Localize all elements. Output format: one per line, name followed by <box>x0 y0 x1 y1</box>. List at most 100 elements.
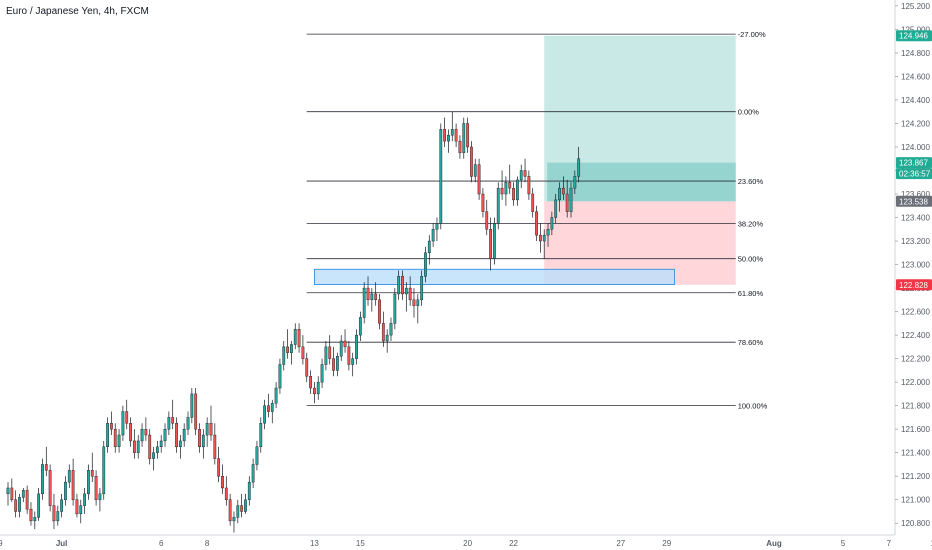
price-badge-label: 122.828 <box>899 281 928 290</box>
candle-body <box>194 393 198 430</box>
candle-body <box>328 346 332 359</box>
candle-body <box>297 329 301 348</box>
price-badge-label: 123.867 <box>899 159 928 168</box>
candle-body <box>244 499 247 512</box>
fib-level-label: 61.80% <box>738 289 764 298</box>
candle-body <box>500 187 504 195</box>
fib-level-label: 23.60% <box>738 177 764 186</box>
candle-body <box>201 434 205 448</box>
x-tick-label: 22 <box>509 539 518 548</box>
candle-body <box>159 440 163 448</box>
candle-body <box>79 505 83 515</box>
y-tick-label: 121.200 <box>901 472 930 481</box>
x-tick-label: 13 <box>310 539 319 548</box>
candle-body <box>450 129 454 136</box>
candle-body <box>83 493 86 506</box>
candle-body <box>98 493 102 500</box>
candle-body <box>178 440 182 448</box>
y-tick-label: 123.600 <box>901 190 930 199</box>
candle-body <box>374 293 378 301</box>
candle-body <box>44 464 48 471</box>
candle-body <box>282 346 286 365</box>
candle-body <box>175 423 178 448</box>
candle-body <box>335 356 339 371</box>
candle-body <box>378 299 381 324</box>
candle-body <box>60 499 64 512</box>
symbol-title: Euro / Japanese Yen, 4h, FXCM <box>6 6 149 17</box>
candle-body <box>94 476 98 500</box>
y-tick-label: 121.600 <box>901 425 930 434</box>
candle-body <box>64 481 67 500</box>
candle-body <box>347 346 351 365</box>
candle-body <box>523 170 527 177</box>
price-badge-label: 02:36:57 <box>899 170 931 179</box>
candle-body <box>466 123 469 148</box>
position-zones <box>544 35 736 285</box>
price-badge-label: 124.946 <box>899 32 928 41</box>
candle-body <box>420 276 424 301</box>
y-tick-label: 123.400 <box>901 214 930 223</box>
candle-body <box>155 446 159 453</box>
y-tick-label: 125.200 <box>901 2 930 11</box>
candle-body <box>508 182 512 189</box>
fib-level-label: 38.20% <box>738 219 764 228</box>
candle-body <box>290 344 293 353</box>
x-tick-label: 27 <box>616 539 625 548</box>
candlestick-series <box>6 111 581 533</box>
candle-body <box>519 170 523 181</box>
candle-body <box>366 287 370 301</box>
y-tick-label: 125.000 <box>901 25 930 34</box>
y-tick-label: 123.000 <box>901 261 930 270</box>
candle-body <box>542 234 546 242</box>
fib-level-label: 100.00% <box>738 402 768 411</box>
candle-body <box>351 358 355 365</box>
candle-body <box>512 187 515 201</box>
candle-body <box>458 140 462 154</box>
candle-body <box>106 423 109 448</box>
x-tick-label: 15 <box>356 539 365 548</box>
candle-body <box>152 452 155 459</box>
candle-body <box>251 464 255 483</box>
candle-body <box>37 493 41 518</box>
candle-body <box>412 299 416 306</box>
candle-body <box>516 179 519 201</box>
candle-body <box>148 434 152 459</box>
candle-body <box>224 487 228 500</box>
candle-body <box>113 428 117 448</box>
candle-body <box>408 287 412 301</box>
candle-body <box>535 211 538 236</box>
x-tick-label: 20 <box>463 539 472 548</box>
candle-body <box>493 223 496 259</box>
demand-zone-box[interactable] <box>313 268 675 285</box>
candle-body <box>14 499 18 512</box>
candle-body <box>569 187 573 212</box>
candle-body <box>355 334 358 359</box>
y-tick-label: 124.800 <box>901 49 930 58</box>
candle-body <box>447 135 450 142</box>
y-tick-label: 122.000 <box>901 378 930 387</box>
candle-body <box>439 129 443 224</box>
x-tick-label: 8 <box>205 539 210 548</box>
candle-body <box>198 428 201 448</box>
candle-body <box>358 317 362 336</box>
candle-body <box>332 358 335 371</box>
candle-body <box>431 229 435 242</box>
candle-body <box>362 287 366 318</box>
demand-zone[interactable] <box>313 268 675 285</box>
candle-body <box>462 123 466 154</box>
candle-body <box>401 276 404 295</box>
candle-body <box>561 187 565 195</box>
candle-body <box>240 505 244 512</box>
candle-body <box>67 470 71 483</box>
candle-body <box>435 223 439 230</box>
x-tick-label: 10 <box>930 539 932 548</box>
candle-body <box>270 403 274 412</box>
y-tick-label: 123.200 <box>901 237 930 246</box>
candle-body <box>52 505 56 522</box>
candle-body <box>381 323 385 342</box>
candle-body <box>125 411 129 424</box>
candle-body <box>29 508 33 522</box>
candle-body <box>186 417 190 430</box>
